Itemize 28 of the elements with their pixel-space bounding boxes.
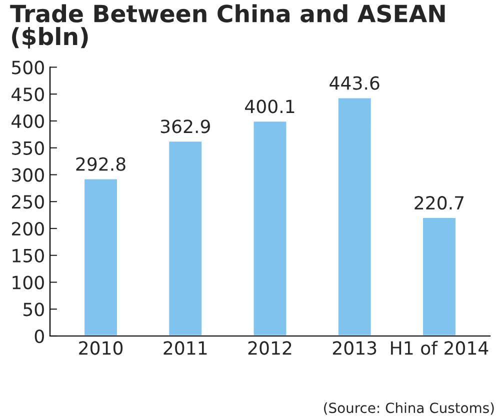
data-label: 362.9 [160, 120, 210, 134]
y-tick-label: 400 [12, 114, 44, 128]
x-tick-label: 2012 [248, 341, 292, 355]
y-tick-label: 0 [34, 329, 44, 344]
text: (Source: China Customs) [324, 402, 494, 415]
y-tick-label: 300 [12, 168, 44, 182]
x-tick-label: H1 of 2014 [391, 340, 488, 355]
y-tick-label: 50 [24, 302, 44, 316]
bar [252, 120, 288, 336]
x-tick-label: 2011 [164, 341, 207, 355]
x-tick-label: 2013 [332, 341, 376, 355]
y-tick-label: 150 [12, 248, 44, 262]
y-tick-label: 100 [12, 276, 44, 290]
chart-title: Trade Between China and ASEAN ($bln) [10, 4, 445, 48]
y-tick-label: 200 [12, 222, 44, 236]
x-tick-label: 2010 [79, 341, 123, 355]
y-tick-label: 450 [12, 88, 44, 102]
bar [336, 96, 372, 336]
y-tick-label: 500 [12, 60, 44, 74]
y-tick-label: 250 [12, 195, 44, 209]
data-label: 292.8 [76, 157, 126, 171]
data-label: 400.1 [245, 100, 294, 114]
data-label: 443.6 [330, 76, 380, 90]
bar [422, 216, 457, 336]
data-label: 220.7 [414, 196, 464, 210]
bar [168, 140, 204, 336]
y-tick-label: 350 [12, 141, 44, 155]
bar [83, 178, 118, 336]
